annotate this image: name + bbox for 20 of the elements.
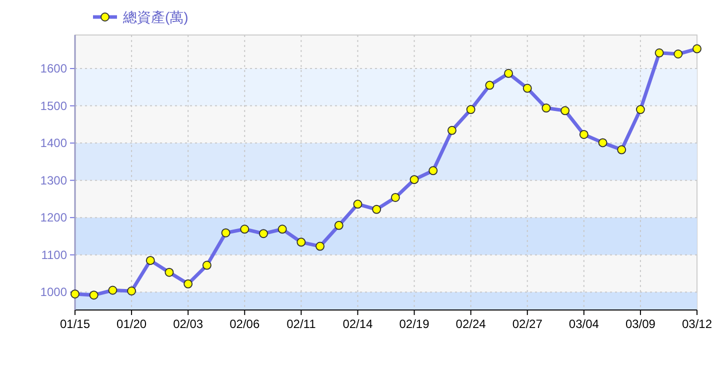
x-tick-label: 02/03 bbox=[173, 317, 204, 331]
x-tick-label: 02/14 bbox=[342, 317, 374, 331]
legend-label: 總資產(萬) bbox=[122, 9, 188, 25]
y-tick-label: 1000 bbox=[40, 285, 68, 300]
x-tick-label: 03/12 bbox=[682, 317, 712, 331]
x-tick-label: 01/15 bbox=[60, 317, 90, 331]
x-tick-label: 02/19 bbox=[399, 317, 430, 331]
y-tick-label: 1200 bbox=[40, 210, 68, 225]
y-tick-label: 1300 bbox=[40, 173, 68, 188]
x-tick-label: 02/27 bbox=[512, 317, 543, 331]
y-tick-label: 1500 bbox=[40, 98, 68, 113]
x-tick-label: 02/11 bbox=[286, 317, 316, 331]
x-tick-label: 02/24 bbox=[456, 317, 486, 331]
x-tick-label: 01/20 bbox=[116, 317, 147, 331]
x-tick-label: 02/06 bbox=[230, 317, 260, 331]
y-tick-label: 1400 bbox=[40, 136, 68, 150]
x-tick-label: 03/09 bbox=[625, 317, 656, 331]
y-tick-label: 1600 bbox=[40, 62, 68, 76]
y-tick-label: 1100 bbox=[41, 248, 68, 262]
x-tick-label: 03/04 bbox=[568, 317, 600, 331]
